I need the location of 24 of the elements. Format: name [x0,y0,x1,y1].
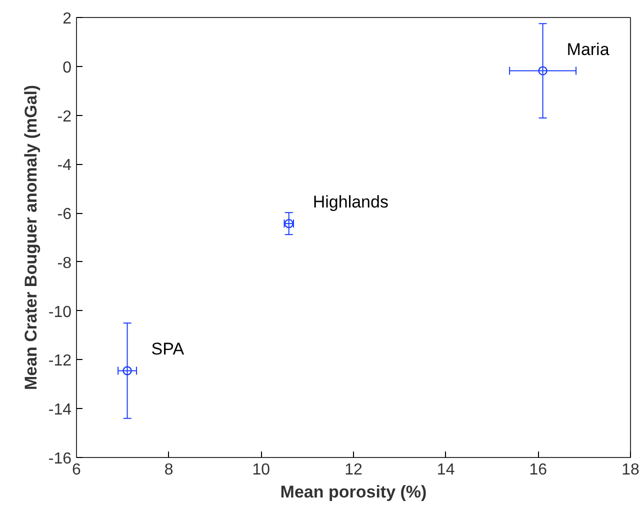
y-tick-label: 2 [62,10,72,28]
y-tick-label: -2 [57,108,72,126]
point [122,366,132,376]
y-axis-title: Mean Crater Bouguer anomaly (mGal) [21,84,40,390]
annotation: Maria [566,40,610,59]
annotation: Highlands [312,192,388,212]
annotation: SPA [151,340,185,359]
y-tick-label: -4 [57,157,72,174]
y-tick-label: -10 [48,304,72,321]
x-tick-label: 16 [529,462,548,478]
y-tick-label: -8 [57,254,72,272]
point [538,66,548,76]
x-tick-label: 14 [436,462,455,478]
y-tick-label: -14 [48,402,72,419]
y-tick-label: -12 [48,352,72,370]
x-tick-label: 18 [622,462,640,478]
x-tick-label: 12 [344,462,362,478]
x-tick-label: 8 [164,462,174,478]
x-tick-label: 10 [252,462,270,478]
y-tick-label: 0 [62,59,72,76]
y-tick-label: -6 [57,206,72,224]
y-tick-label: -16 [48,450,72,468]
x-axis-title: Mean porosity (%) [280,482,427,502]
x-tick-label: 6 [72,462,82,478]
